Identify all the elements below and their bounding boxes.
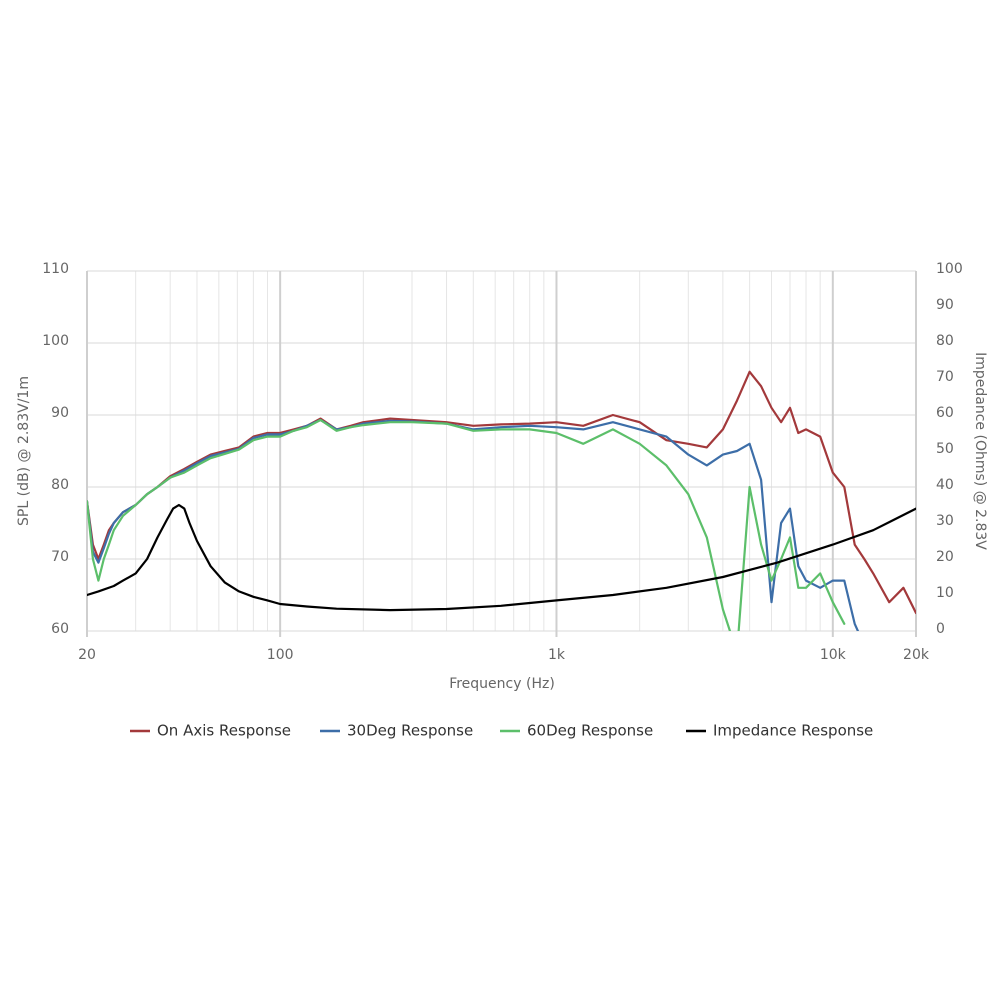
plot-area — [87, 370, 916, 631]
y2-tick-label: 0 — [936, 621, 945, 637]
x-tick-label: 10k — [820, 647, 847, 663]
axis-labels: 60 70 80 90 100 110 0 10 20 30 40 50 60 70 80 90 100 20 10… — [42, 261, 962, 663]
y2-tick-label: 90 — [936, 297, 954, 313]
y2-tick-label: 10 — [936, 585, 954, 601]
y2-tick-label: 30 — [936, 513, 954, 529]
legend-label: On Axis Response — [157, 722, 291, 740]
x-tick-label: 20k — [903, 647, 930, 663]
y-tick-label: 80 — [51, 477, 69, 493]
x-tick-label: 20 — [78, 647, 96, 663]
y-tick-label: 70 — [51, 549, 69, 565]
y2-tick-label: 50 — [936, 441, 954, 457]
y2-tick-label: 100 — [936, 261, 963, 277]
y-tick-label: 60 — [51, 621, 69, 637]
legend-label: 60Deg Response — [527, 722, 653, 740]
y-tick-label: 90 — [51, 405, 69, 421]
series-line — [87, 418, 846, 631]
series-line — [87, 418, 860, 631]
x-tick-label: 1k — [548, 647, 566, 663]
y-tick-label: 110 — [42, 261, 69, 277]
series-line — [87, 503, 916, 612]
y2-tick-label: 40 — [936, 477, 954, 493]
y-axis-title: SPL (dB) @ 2.83V/1m — [16, 376, 32, 526]
y2-axis-title: Impedance (Ohms) @ 2.83V — [972, 352, 988, 550]
x-axis-title: Frequency (Hz) — [449, 676, 555, 692]
y-tick-label: 100 — [42, 333, 69, 349]
x-tick-label: 100 — [267, 647, 294, 663]
grid — [86, 270, 917, 637]
series-line — [87, 370, 916, 615]
y2-tick-label: 60 — [936, 405, 954, 421]
y2-tick-label: 80 — [936, 333, 954, 349]
legend-label: Impedance Response — [713, 722, 873, 740]
y2-tick-label: 20 — [936, 549, 954, 565]
legend-label: 30Deg Response — [347, 722, 473, 740]
legend: On Axis Response 30Deg Response 60Deg Resp… — [130, 722, 873, 740]
y2-tick-label: 70 — [936, 369, 954, 385]
